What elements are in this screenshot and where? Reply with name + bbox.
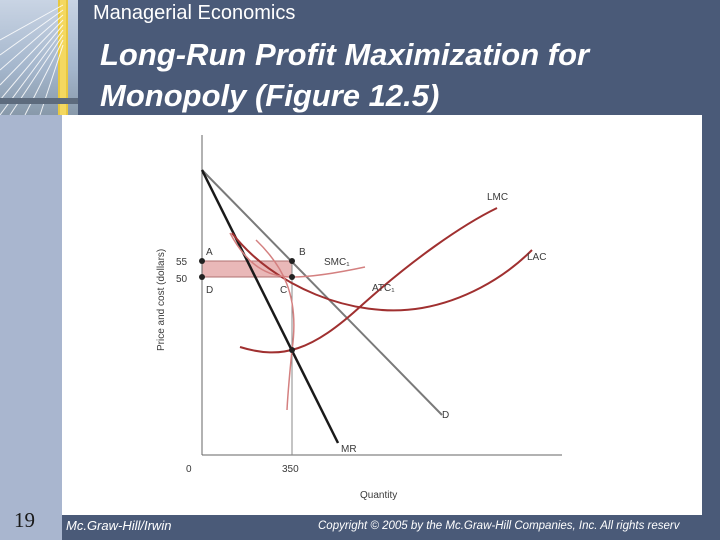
point-d-marker	[199, 274, 205, 280]
point-a-label: A	[206, 247, 213, 258]
header-band	[78, 0, 720, 115]
mr-label: MR	[341, 444, 357, 455]
course-title: Managerial Economics	[93, 2, 296, 24]
x-axis-label: Quantity	[360, 490, 397, 501]
demand-curve	[201, 169, 443, 416]
smc-curve	[255, 239, 295, 411]
left-decorative-strip	[0, 115, 62, 540]
point-c-marker	[289, 274, 295, 280]
intersection-marker	[289, 347, 295, 353]
monopoly-diagram: A B C D 55 50 LMC SMC₁ ATC₁ LAC D MR 0 3…	[156, 135, 562, 501]
lmc-curve	[239, 207, 498, 354]
point-a-marker	[199, 258, 205, 264]
y-axis-label: Price and cost (dollars)	[156, 249, 167, 351]
origin-label: 0	[186, 464, 192, 475]
mr-curve	[200, 169, 340, 444]
footer-band	[62, 515, 720, 540]
lac-label: LAC	[527, 252, 546, 263]
slide-title-line-1: Long-Run Profit Maximization for	[100, 37, 590, 72]
y-tick-55: 55	[176, 257, 188, 268]
demand-label: D	[442, 410, 449, 421]
slide-title-line-2: Monopoly (Figure 12.5)	[100, 78, 440, 113]
bridge-photo	[0, 0, 78, 115]
point-b-marker	[289, 258, 295, 264]
copyright-notice: Copyright © 2005 by the Mc.Graw-Hill Com…	[318, 520, 680, 532]
smc-label: SMC₁	[324, 257, 350, 268]
x-tick-350: 350	[282, 464, 299, 475]
publisher-label: Mc.Graw-Hill/Irwin	[66, 518, 172, 533]
atc-label: ATC₁	[372, 283, 395, 294]
figure-panel: A B C D 55 50 LMC SMC₁ ATC₁ LAC D MR 0 3…	[62, 115, 702, 515]
slide-number: 19	[14, 508, 35, 532]
y-tick-50: 50	[176, 274, 188, 285]
slide-title: Long-Run Profit Maximization for Monopol…	[100, 34, 710, 116]
point-d-label: D	[206, 285, 213, 296]
point-b-label: B	[299, 247, 306, 258]
point-c-label: C	[280, 285, 287, 296]
lac-curve	[231, 232, 533, 312]
lmc-label: LMC	[487, 192, 508, 203]
